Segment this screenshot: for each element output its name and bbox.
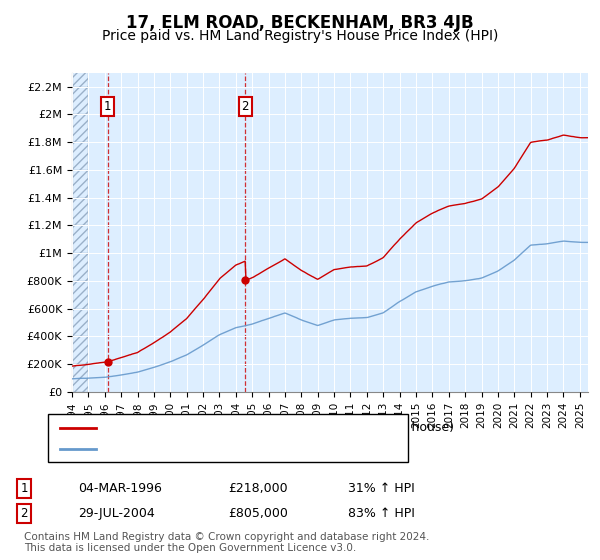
Text: 2: 2 bbox=[242, 100, 249, 113]
Bar bbox=[72, 281, 88, 309]
Text: 83% ↑ HPI: 83% ↑ HPI bbox=[348, 507, 415, 520]
Text: 29-JUL-2004: 29-JUL-2004 bbox=[78, 507, 155, 520]
Text: Price paid vs. HM Land Registry's House Price Index (HPI): Price paid vs. HM Land Registry's House … bbox=[102, 29, 498, 43]
Bar bbox=[72, 226, 88, 253]
Bar bbox=[72, 364, 88, 392]
Text: £805,000: £805,000 bbox=[228, 507, 288, 520]
Text: 2: 2 bbox=[20, 507, 28, 520]
Text: 31% ↑ HPI: 31% ↑ HPI bbox=[348, 482, 415, 495]
Text: HPI: Average price, detached house, Bromley: HPI: Average price, detached house, Brom… bbox=[105, 442, 389, 455]
Text: Contains HM Land Registry data © Crown copyright and database right 2024.
This d: Contains HM Land Registry data © Crown c… bbox=[24, 531, 430, 553]
Bar bbox=[72, 114, 88, 142]
Text: 17, ELM ROAD, BECKENHAM, BR3 4JB (detached house): 17, ELM ROAD, BECKENHAM, BR3 4JB (detach… bbox=[105, 421, 454, 434]
Text: 1: 1 bbox=[20, 482, 28, 495]
Bar bbox=[72, 309, 88, 337]
Bar bbox=[72, 198, 88, 226]
Bar bbox=[72, 87, 88, 114]
Bar bbox=[72, 253, 88, 281]
Bar bbox=[72, 337, 88, 364]
Bar bbox=[72, 142, 88, 170]
Text: 04-MAR-1996: 04-MAR-1996 bbox=[78, 482, 162, 495]
Text: 1: 1 bbox=[104, 100, 111, 113]
Text: 17, ELM ROAD, BECKENHAM, BR3 4JB: 17, ELM ROAD, BECKENHAM, BR3 4JB bbox=[126, 14, 474, 32]
Bar bbox=[72, 59, 88, 87]
Bar bbox=[72, 170, 88, 198]
Text: £218,000: £218,000 bbox=[228, 482, 287, 495]
